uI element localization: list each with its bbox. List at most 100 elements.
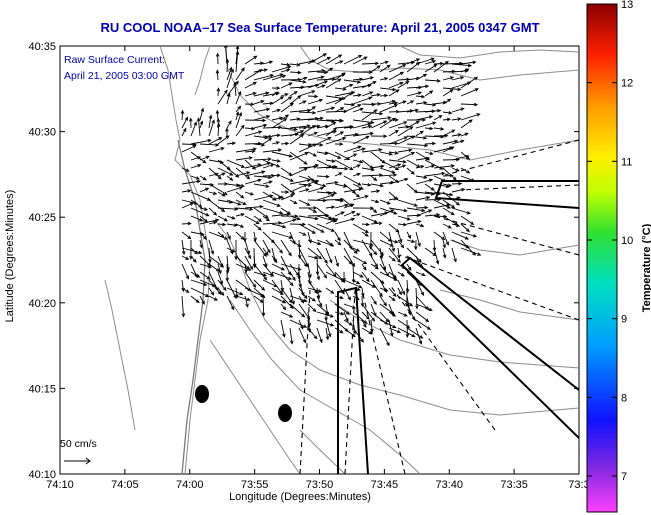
- current-vector: [397, 247, 401, 259]
- current-vector: [235, 287, 239, 299]
- current-vector: [334, 198, 345, 203]
- current-vector: [307, 239, 322, 246]
- current-vector: [244, 255, 253, 271]
- current-vector: [352, 206, 375, 211]
- current-vector: [406, 143, 429, 148]
- current-vector: [460, 247, 482, 256]
- current-vector: [253, 271, 267, 277]
- current-vector: [334, 142, 344, 146]
- current-vector: [253, 74, 275, 81]
- current-vector: [343, 125, 354, 130]
- current-vector: [352, 194, 369, 201]
- current-vector: [298, 223, 316, 234]
- current-vector: [334, 255, 340, 268]
- current-vector: [298, 143, 318, 153]
- current-vector: [307, 207, 318, 213]
- current-vector: [397, 148, 413, 153]
- current-vector: [397, 135, 416, 145]
- current-vector: [289, 134, 305, 145]
- current-vector: [352, 147, 366, 153]
- current-vectors: [180, 46, 482, 347]
- current-vector: [325, 165, 337, 170]
- current-vector: [307, 247, 323, 260]
- current-vector: [352, 247, 361, 252]
- current-vector: [271, 212, 291, 217]
- colorbar-tick-label: 7: [621, 471, 627, 483]
- current-vector: [343, 203, 355, 209]
- current-vector: [261, 295, 266, 317]
- current-vector: [352, 96, 373, 105]
- current-vector: [379, 239, 394, 247]
- current-vector: [199, 255, 212, 267]
- current-vector: [352, 107, 364, 113]
- current-vector: [388, 223, 400, 233]
- current-vector: [388, 287, 397, 297]
- current-vector: [460, 60, 477, 65]
- current-vector: [226, 159, 246, 168]
- current-vector: [406, 239, 416, 243]
- current-vector: [307, 198, 328, 203]
- map-title: RU COOL NOAA–17 Sea Surface Temperature:…: [100, 20, 540, 35]
- current-vector: [334, 159, 354, 170]
- current-vector: [244, 92, 257, 97]
- current-vector: [388, 327, 402, 334]
- current-vector: [271, 151, 294, 158]
- current-vector: [217, 271, 224, 285]
- current-vector: [262, 247, 269, 256]
- current-vector: [361, 327, 373, 335]
- current-vector: [235, 111, 240, 121]
- current-vector: [262, 163, 275, 169]
- current-vector: [244, 170, 266, 177]
- current-vector: [415, 271, 426, 277]
- current-vector: [388, 89, 400, 97]
- current-vector: [217, 172, 226, 177]
- current-vector: [280, 190, 290, 194]
- current-vector: [289, 215, 301, 221]
- current-vector: [361, 311, 370, 320]
- current-vector: [370, 207, 378, 214]
- current-vector: [280, 319, 286, 338]
- current-vector: [379, 271, 398, 281]
- current-vector: [262, 137, 273, 145]
- current-vector: [271, 86, 281, 90]
- current-vector: [388, 121, 408, 129]
- current-vector: [388, 247, 401, 264]
- current-vector: [370, 263, 379, 270]
- current-vector: [343, 327, 356, 338]
- current-vector: [181, 145, 197, 153]
- y-axis-label: Latitude (Degrees:Minutes): [4, 189, 16, 323]
- current-vector: [343, 153, 358, 161]
- current-vector: [397, 222, 408, 227]
- current-vector: [253, 157, 272, 161]
- current-vector: [379, 151, 393, 156]
- current-vector: [289, 130, 305, 137]
- current-vector: [442, 239, 447, 249]
- x-tick-label: 74:05: [111, 479, 139, 491]
- current-vector: [334, 92, 353, 105]
- current-vector: [415, 231, 421, 248]
- current-vector: [298, 76, 308, 81]
- current-vector: [424, 103, 437, 107]
- current-vector: [379, 247, 384, 260]
- current-vector: [415, 130, 424, 137]
- current-vector: [424, 90, 434, 97]
- current-vector: [244, 102, 255, 107]
- current-vector: [325, 78, 342, 89]
- current-vector: [406, 108, 419, 113]
- current-vector: [188, 117, 193, 129]
- current-vector: [262, 199, 281, 207]
- current-vector: [280, 271, 294, 287]
- current-vector: [388, 207, 408, 213]
- current-vector: [217, 207, 239, 211]
- current-vector: [424, 197, 442, 202]
- current-vector: [190, 199, 203, 208]
- current-vector: [226, 199, 242, 206]
- current-vector: [271, 271, 293, 280]
- current-vector: [361, 263, 367, 271]
- current-vector: [316, 311, 334, 318]
- current-vector: [307, 223, 325, 233]
- current-vector: [235, 223, 245, 228]
- current-vector: [442, 167, 457, 181]
- current-vector: [361, 319, 367, 328]
- current-vector: [361, 239, 373, 257]
